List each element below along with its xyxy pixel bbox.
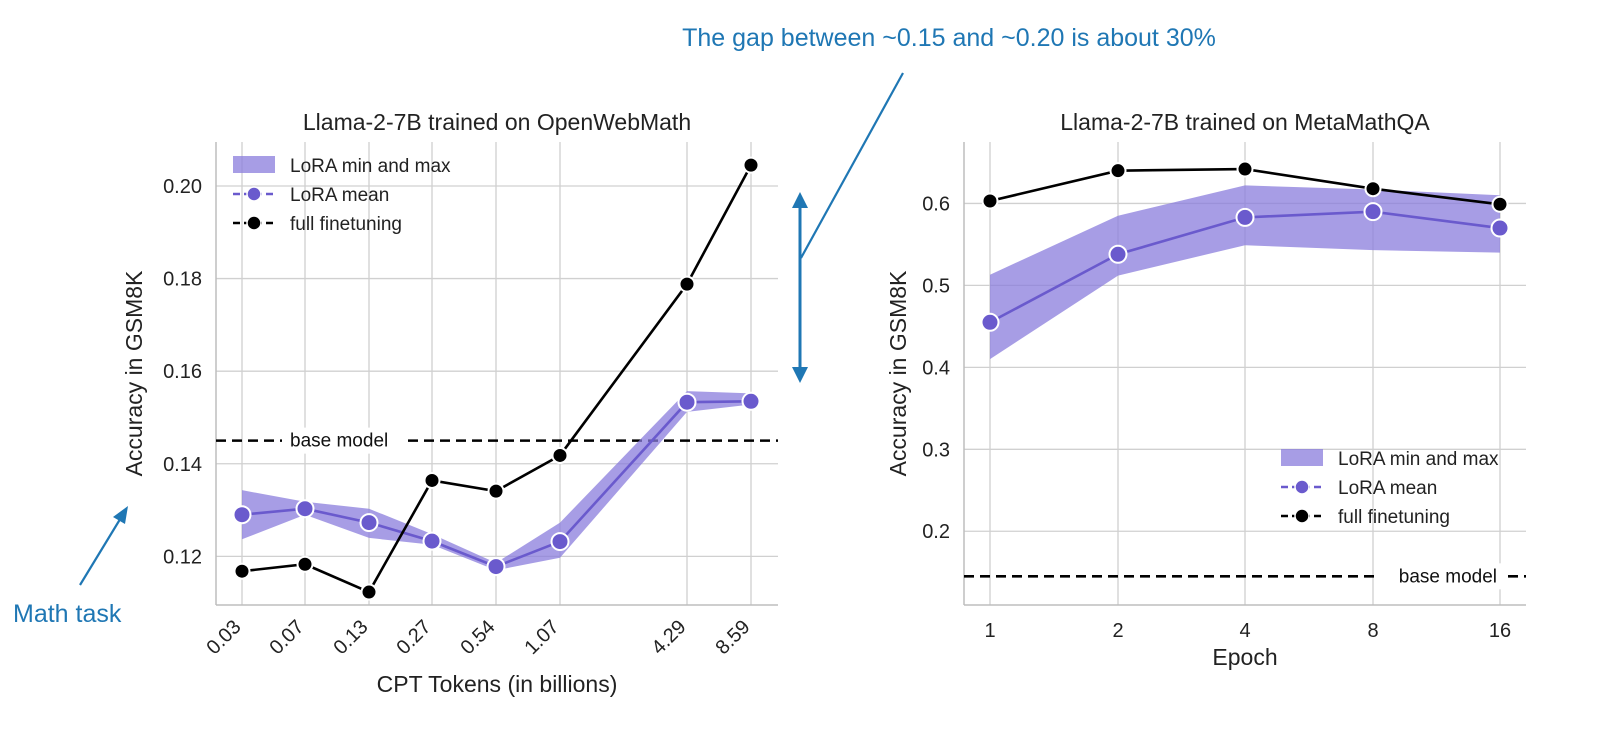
legend: LoRA min and max LoRA mean full finetuning	[1281, 449, 1499, 528]
math-task-label: Math task	[13, 600, 122, 628]
data-point-full-finetuning	[981, 192, 999, 210]
legend-swatch-band	[233, 156, 275, 173]
y-tick-label: 0.12	[163, 546, 202, 568]
charts-layer: 0.120.140.160.180.200.03 0.07 0.13 0.27 0.54…	[121, 109, 1526, 697]
data-point-lora-mean	[1235, 207, 1255, 227]
x-tick-label: 8	[1367, 620, 1378, 642]
data-point-full-finetuning	[360, 583, 378, 601]
x-tick-label: 1	[984, 620, 995, 642]
y-tick-label: 0.20	[163, 176, 202, 198]
chart-2: 0.2 0.3 0.4 0.5 0.6 1 2 4 8 16 Llama-2-7B trained …	[885, 109, 1526, 670]
y-tick-label: 0.2	[922, 521, 950, 543]
data-point-lora-mean	[980, 312, 1000, 332]
x-tick-label: 0.03	[202, 616, 245, 659]
x-tick-label: 4.29	[647, 616, 690, 659]
legend-label: full finetuning	[290, 214, 402, 235]
legend-label: LoRA min and max	[290, 156, 451, 177]
y-tick-label: 0.4	[922, 357, 950, 379]
data-point-lora-mean	[486, 557, 506, 577]
legend-swatch-marker	[1294, 508, 1310, 524]
data-point-lora-mean	[232, 505, 252, 525]
legend-label: LoRA min and max	[1338, 449, 1499, 470]
x-axis-label: CPT Tokens (in billions)	[377, 671, 618, 697]
lora-min-max-band	[990, 185, 1500, 360]
y-axis-label: Accuracy in GSM8K	[885, 270, 911, 476]
gap-arrow-head-up	[792, 192, 808, 208]
gap-arrow-head-down	[792, 367, 808, 383]
legend-swatch-marker	[246, 186, 262, 202]
base-model-label: base model	[290, 431, 388, 452]
base-model-label: base model	[1399, 566, 1497, 587]
data-point-lora-mean	[677, 392, 697, 412]
x-tick-label: 4	[1239, 620, 1250, 642]
x-tick-label: 0.27	[392, 616, 435, 659]
data-point-lora-mean	[295, 499, 315, 519]
data-point-lora-mean	[359, 513, 379, 533]
y-axis-label: Accuracy in GSM8K	[121, 270, 147, 476]
y-tick-label: 0.14	[163, 454, 202, 476]
legend-label: LoRA mean	[290, 185, 389, 206]
legend-swatch-marker	[1294, 479, 1310, 495]
base-model-label-bg	[282, 427, 408, 454]
data-point-full-finetuning	[423, 471, 441, 489]
data-point-full-finetuning	[487, 482, 505, 500]
x-tick-label: 1.07	[520, 616, 563, 659]
data-point-lora-mean	[741, 391, 761, 411]
math-task-arrow-head	[113, 506, 128, 524]
math-task-arrow	[79, 515, 123, 586]
series-line-full-finetuning	[241, 164, 753, 594]
x-tick-label: 16	[1489, 620, 1511, 642]
data-point-lora-mean	[422, 531, 442, 551]
data-point-full-finetuning	[551, 446, 569, 464]
data-point-full-finetuning	[1109, 162, 1127, 180]
x-tick-label: 8.59	[711, 616, 754, 659]
chart-title: Llama-2-7B trained on OpenWebMath	[303, 109, 691, 135]
data-point-full-finetuning	[1364, 180, 1382, 198]
data-point-full-finetuning	[296, 555, 314, 573]
x-tick-label: 0.54	[456, 616, 499, 659]
data-point-full-finetuning	[233, 562, 251, 580]
y-tick-label: 0.3	[922, 439, 950, 461]
legend-swatch-band	[1281, 449, 1323, 466]
legend-swatch-marker	[246, 215, 262, 231]
data-point-full-finetuning	[678, 275, 696, 293]
gap-annotation-text: The gap between ~0.15 and ~0.20 is about…	[682, 24, 1216, 52]
data-point-full-finetuning	[742, 156, 760, 174]
legend-label: LoRA mean	[1338, 478, 1437, 499]
x-tick-label: 2	[1112, 620, 1123, 642]
data-point-lora-mean	[1363, 202, 1383, 222]
data-point-full-finetuning	[1236, 160, 1254, 178]
base-model-label-bg	[1379, 563, 1505, 590]
y-tick-label: 0.5	[922, 275, 950, 297]
series-line-lora-mean	[241, 399, 752, 568]
legend-label: full finetuning	[1338, 507, 1450, 528]
x-tick-label: 0.13	[329, 616, 372, 659]
data-point-full-finetuning	[1491, 195, 1509, 213]
gap-callout-line	[800, 72, 904, 259]
annotation-overlay: The gap between ~0.15 and ~0.20 is about…	[13, 24, 1216, 628]
data-point-lora-mean	[1490, 218, 1510, 238]
y-tick-label: 0.16	[163, 361, 202, 383]
y-tick-label: 0.6	[922, 193, 950, 215]
chart-1: 0.12 0.14 0.16 0.18 0.20 0.03 0.07 0.13 0.27 0.54…	[121, 109, 778, 697]
data-point-lora-mean	[1108, 244, 1128, 264]
data-point-lora-mean	[550, 532, 570, 552]
chart-title: Llama-2-7B trained on MetaMathQA	[1060, 109, 1430, 135]
x-axis-label: Epoch	[1212, 644, 1277, 670]
y-tick-label: 0.18	[163, 269, 202, 291]
legend: LoRA min and max LoRA mean full finetuning	[233, 156, 451, 235]
x-tick-label: 0.07	[265, 616, 308, 659]
